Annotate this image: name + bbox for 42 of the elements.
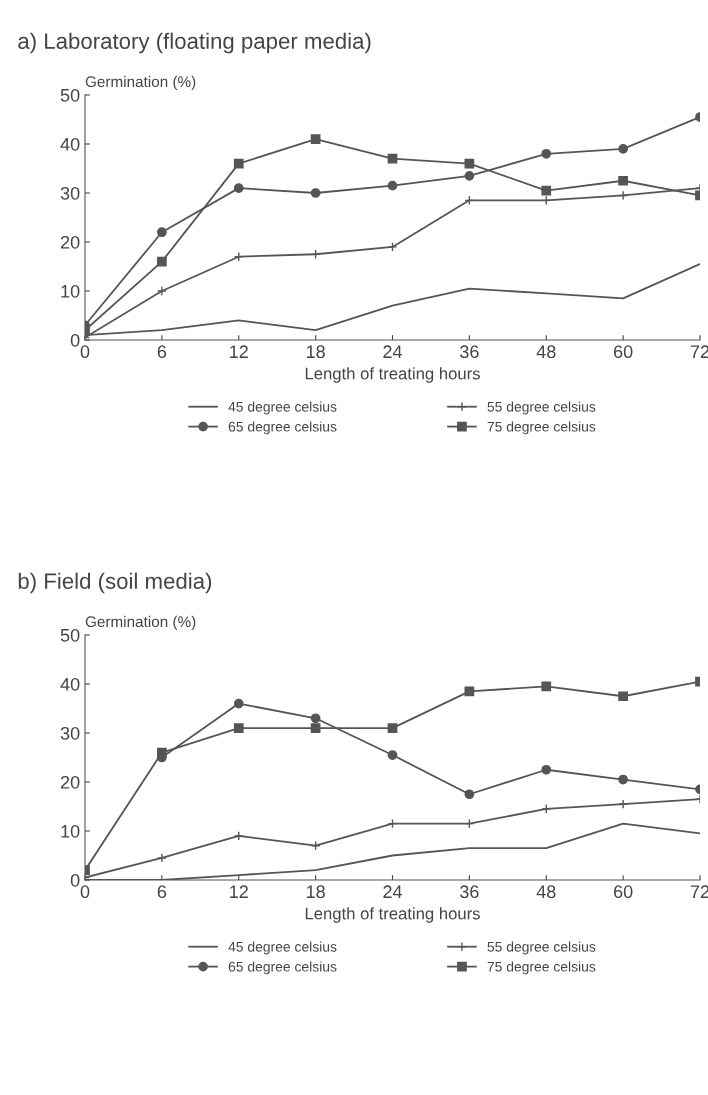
x-tick-label: 18 [306, 345, 325, 359]
x-tick-label: 6 [157, 345, 167, 359]
legend-label: 75 degree celsius [487, 961, 596, 975]
x-axis-title: Length of treating hours [305, 907, 480, 923]
legend-label: 65 degree celsius [228, 961, 337, 975]
legend-label: 75 degree celsius [487, 421, 596, 435]
x-tick-label: 12 [230, 345, 248, 358]
legend-label: 65 degree celsius [228, 421, 337, 435]
x-tick-label: 60 [614, 345, 633, 359]
y-axis-title: Germination (%) [85, 75, 196, 91]
x-tick-label: 0 [80, 345, 90, 359]
x-axis-title: Length of treating hours [305, 367, 480, 383]
x-tick-label: 24 [383, 345, 403, 358]
legend-label: 45 degree celsius [228, 401, 337, 415]
y-tick-label: 40 [60, 137, 80, 151]
x-tick-label: 6 [157, 885, 167, 899]
y-tick-label: 30 [60, 186, 80, 200]
chart-title: b) Field (soil media) [18, 572, 212, 594]
y-tick-label: 50 [60, 628, 80, 642]
x-tick-label: 36 [460, 885, 479, 899]
y-tick-label: 20 [60, 235, 80, 249]
y-tick-label: 50 [60, 88, 80, 102]
y-axis-title: Germination (%) [85, 615, 196, 631]
chart-title: a) Laboratory (floating paper media) [18, 32, 371, 54]
x-tick-label: 18 [306, 885, 325, 899]
x-tick-label: 36 [460, 345, 479, 359]
y-tick-label: 0 [70, 873, 80, 887]
y-tick-label: 10 [61, 824, 80, 838]
x-tick-label: 48 [536, 885, 556, 899]
legend-label: 55 degree celsius [487, 941, 596, 955]
y-tick-label: 30 [60, 726, 80, 740]
legend-label: 55 degree celsius [487, 401, 596, 415]
x-tick-label: 48 [536, 345, 556, 359]
y-tick-label: 10 [61, 284, 80, 298]
y-tick-label: 20 [60, 775, 80, 789]
y-tick-label: 40 [60, 677, 80, 691]
x-tick-label: 24 [383, 885, 403, 898]
y-tick-label: 0 [70, 333, 80, 347]
legend-label: 45 degree celsius [228, 941, 337, 955]
x-tick-label: 0 [80, 885, 90, 899]
x-tick-label: 60 [614, 885, 633, 899]
x-tick-label: 12 [230, 885, 248, 898]
